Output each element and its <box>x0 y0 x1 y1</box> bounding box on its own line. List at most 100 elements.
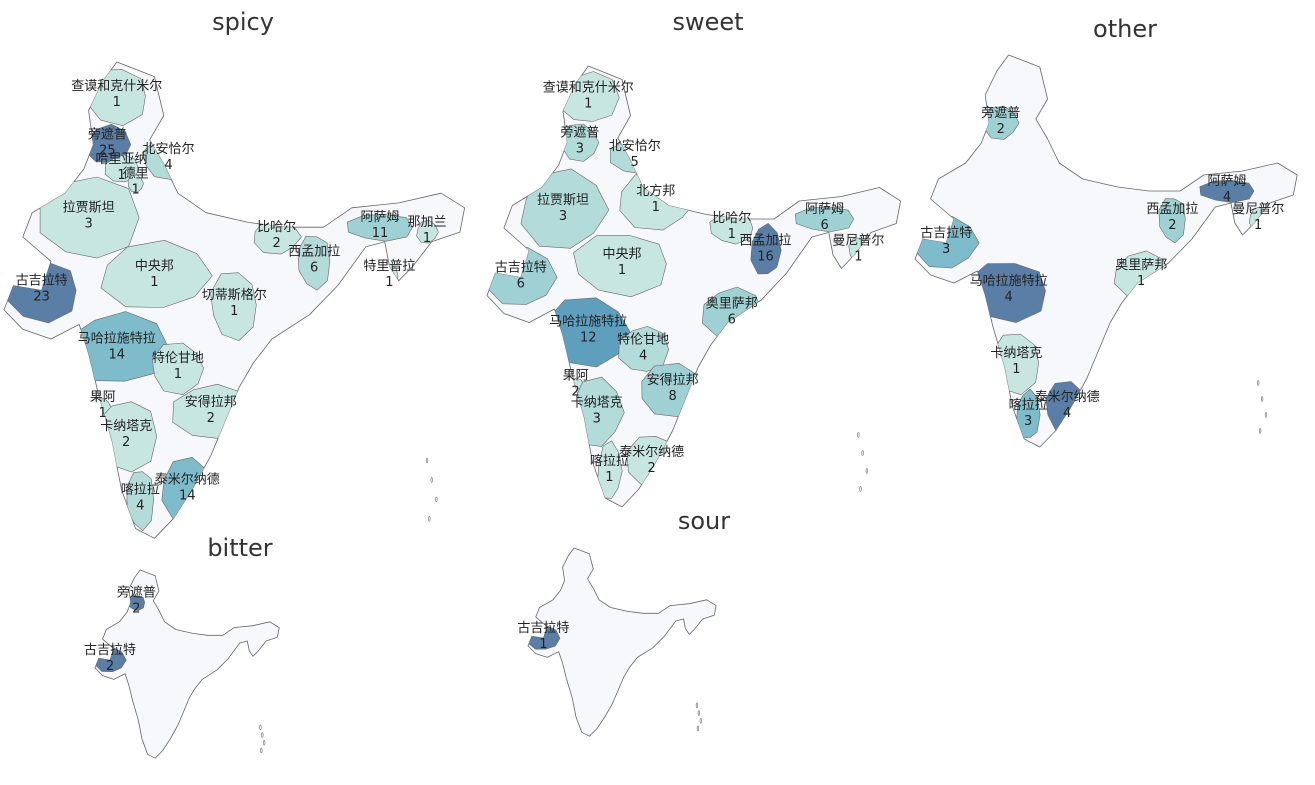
region-name-label: 泰米尔纳德 <box>619 445 684 460</box>
region-value-label: 1 <box>385 275 393 290</box>
region-value-label: 1 <box>652 200 660 215</box>
region-value-label: 2 <box>122 435 130 450</box>
region-shape[interactable] <box>794 206 855 233</box>
region-value-label: 3 <box>593 412 601 427</box>
region-name-label: 查谟和克什米尔 <box>543 81 634 96</box>
region-shape[interactable] <box>416 220 439 244</box>
region-value-label: 4 <box>136 498 144 513</box>
region-value-label: 6 <box>820 218 828 233</box>
region-shape[interactable] <box>597 440 623 499</box>
region-name-label: 查谟和克什米尔 <box>71 79 162 94</box>
region-value-label: 8 <box>669 389 677 404</box>
region-shape[interactable] <box>100 240 213 308</box>
country-outline <box>527 547 717 737</box>
region-value-label: 4 <box>639 349 647 364</box>
island-shape <box>430 477 433 483</box>
region-name-label: 喀拉拉 <box>121 481 160 497</box>
region-shape[interactable] <box>1158 198 1186 244</box>
region-value-label: 16 <box>757 250 774 265</box>
region-name-label: 果阿 <box>563 369 589 384</box>
region-value-label: 6 <box>517 277 525 292</box>
map-other: other旁遮普2阿萨姆4古吉拉特3西孟加拉2曼尼普尔1马哈拉施特拉4奥里萨邦1… <box>914 15 1298 448</box>
region-shape[interactable] <box>520 168 610 249</box>
region-value-label: 1 <box>584 97 592 112</box>
region-value-label: 1 <box>113 95 121 110</box>
region-shape[interactable] <box>346 214 413 242</box>
region-name-label: 德里 <box>123 167 149 182</box>
region-value-label: 1 <box>605 470 613 485</box>
region-shape[interactable] <box>1016 388 1041 438</box>
region-shape[interactable] <box>126 471 154 532</box>
region-value-label: 11 <box>372 226 389 241</box>
region-name-label: 阿萨姆 <box>360 210 399 225</box>
region-value-label: 1 <box>117 168 125 183</box>
region-name-label: 安得拉邦 <box>647 372 699 388</box>
region-name-label: 北安恰尔 <box>142 142 194 157</box>
region-value-label: 4 <box>1004 290 1012 305</box>
region-value-label: 2 <box>272 236 280 251</box>
region-value-label: 4 <box>1063 406 1071 421</box>
region-name-label: 卡纳塔克 <box>100 419 152 434</box>
region-value-label: 14 <box>179 489 196 504</box>
region-name-label: 古吉拉特 <box>495 261 547 276</box>
region-value-label: 1 <box>728 227 736 242</box>
region-name-label: 比哈尔 <box>712 211 751 226</box>
region-name-label: 阿萨姆 <box>1207 174 1246 189</box>
region-value-label: 3 <box>942 242 950 257</box>
region-name-label: 安得拉邦 <box>185 394 237 410</box>
region-value-label: 25 <box>99 144 116 159</box>
region-shape[interactable] <box>127 174 144 193</box>
region-name-label: 拉贾斯坦 <box>63 201 115 216</box>
region-value-label: 12 <box>580 331 597 346</box>
island-shape <box>259 724 262 731</box>
region-value-label: 6 <box>728 313 736 328</box>
region-shape[interactable] <box>1199 180 1255 203</box>
region-name-label: 西孟加拉 <box>740 234 792 249</box>
region-name-label: 那加兰 <box>407 215 446 230</box>
region-name-label: 奥里萨邦 <box>1115 258 1167 273</box>
region-value-label: 2 <box>207 411 215 426</box>
region-name-label: 泰米尔纳德 <box>1035 390 1100 405</box>
region-name-label: 特里普拉 <box>363 259 415 274</box>
region-name-label: 曼尼普尔 <box>1232 202 1284 217</box>
region-name-label: 喀拉拉 <box>590 453 629 469</box>
region-name-label: 特伦甘地 <box>617 333 669 348</box>
region-value-label: 1 <box>174 367 182 382</box>
region-value-label: 14 <box>109 348 126 363</box>
island-shape <box>1259 428 1262 434</box>
island-shape <box>260 747 263 754</box>
region-value-label: 1 <box>423 231 431 246</box>
island-shape <box>857 432 860 438</box>
region-name-label: 旁遮普 <box>981 105 1020 121</box>
island-shape <box>1260 396 1264 402</box>
region-shape[interactable] <box>573 235 667 298</box>
region-name-label: 旁遮普 <box>560 125 599 141</box>
region-value-label: 1 <box>854 250 862 265</box>
region-name-label: 马哈拉施特拉 <box>78 332 156 347</box>
region-shape[interactable] <box>210 272 257 341</box>
region-name-label: 西孟加拉 <box>288 244 340 259</box>
region-name-label: 拉贾斯坦 <box>537 193 589 208</box>
region-value-label: 4 <box>164 158 172 173</box>
region-name-label: 阿萨姆 <box>805 202 844 217</box>
region-value-label: 1 <box>1137 274 1145 289</box>
region-shape[interactable] <box>750 223 782 275</box>
region-value-label: 2 <box>106 659 114 674</box>
island-shape <box>261 732 264 738</box>
region-shape[interactable] <box>297 236 331 291</box>
map-title: bitter <box>207 534 272 562</box>
island-shape <box>695 702 699 709</box>
region-value-label: 23 <box>33 289 50 304</box>
region-shape[interactable] <box>152 342 204 395</box>
region-name-label: 北安恰尔 <box>609 139 661 154</box>
map-title: spicy <box>212 8 274 36</box>
region-name-label: 哈里亚纳 <box>95 152 147 167</box>
map-title: other <box>1093 15 1157 43</box>
region-shape[interactable] <box>39 176 140 259</box>
region-value-label: 3 <box>1024 414 1032 429</box>
region-value-label: 4 <box>1223 190 1231 205</box>
